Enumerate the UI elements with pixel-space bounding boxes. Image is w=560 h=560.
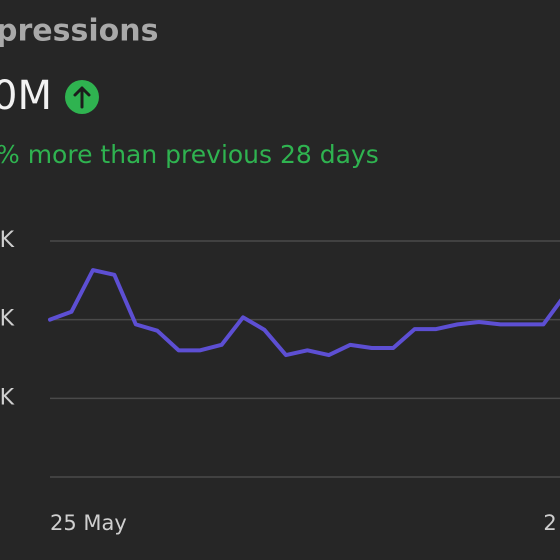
change-text: % more than previous 28 days	[0, 140, 379, 169]
data-line	[48, 268, 560, 358]
total: 0M	[0, 73, 52, 119]
title: pressions	[0, 14, 158, 49]
x-tick-label: 2	[543, 511, 556, 535]
y-tick-label: K	[0, 385, 15, 410]
y-tick-label: K	[0, 228, 15, 253]
x-tick-label: 25 May	[50, 511, 127, 535]
y-tick-label: K	[0, 307, 15, 332]
up-icon	[65, 80, 99, 114]
